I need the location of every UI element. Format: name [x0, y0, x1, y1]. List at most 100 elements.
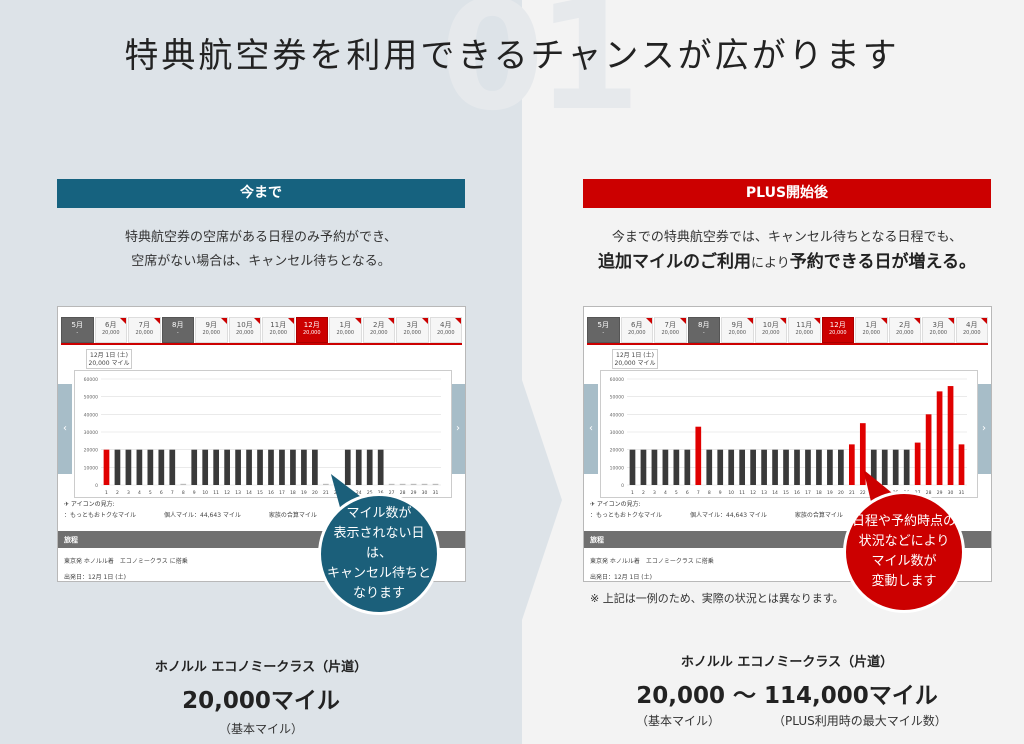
day-bar[interactable] — [761, 449, 767, 485]
month-tab[interactable]: 7月 20,000 — [128, 317, 161, 343]
day-bar[interactable] — [629, 449, 636, 485]
day-bar[interactable] — [377, 449, 384, 485]
day-bar[interactable] — [125, 449, 132, 485]
x-tick-label: 22 — [860, 490, 866, 496]
day-bar[interactable] — [827, 449, 833, 485]
day-bar[interactable] — [772, 449, 778, 485]
x-tick-label: 12 — [224, 490, 230, 496]
month-tab[interactable]: 4月 20,000 — [429, 317, 462, 343]
month-tab[interactable]: 8月 - — [687, 317, 720, 343]
day-bar[interactable] — [651, 449, 658, 485]
day-bar[interactable] — [366, 449, 373, 485]
day-bar[interactable] — [103, 449, 110, 485]
day-bar[interactable] — [848, 444, 855, 485]
day-bar[interactable] — [114, 449, 121, 485]
day-bar[interactable] — [947, 386, 954, 485]
month-tab[interactable]: 9月 20,000 — [721, 317, 754, 343]
month-tab[interactable]: 7月 20,000 — [654, 317, 687, 343]
day-bar[interactable] — [892, 449, 899, 485]
month-tab[interactable]: 1月 20,000 — [329, 317, 362, 343]
day-bar[interactable] — [859, 423, 866, 485]
day-bar[interactable] — [136, 449, 143, 485]
month-tab[interactable]: 2月 20,000 — [362, 317, 395, 343]
month-tab-miles: 20,000 — [728, 330, 747, 336]
month-tab[interactable]: 11月 20,000 — [788, 317, 821, 343]
month-tab[interactable]: 9月 20,000 — [195, 317, 228, 343]
day-bar[interactable] — [838, 449, 844, 485]
month-tab[interactable]: 12月 20,000 — [821, 317, 854, 343]
day-bar[interactable] — [958, 444, 965, 485]
month-tab[interactable]: 6月 20,000 — [94, 317, 127, 343]
y-tick-label: 10000 — [610, 465, 624, 471]
day-bar[interactable] — [257, 449, 263, 485]
month-tab[interactable]: 3月 20,000 — [922, 317, 955, 343]
day-bar[interactable] — [235, 449, 241, 485]
prev-arrow-button[interactable]: ‹ — [584, 384, 598, 474]
day-bar[interactable] — [169, 449, 176, 485]
after-miles-note-base: （基本マイル） — [636, 714, 721, 728]
day-bar[interactable] — [202, 449, 209, 485]
day-bar[interactable] — [191, 449, 198, 485]
day-bar[interactable] — [224, 449, 230, 485]
month-tab-label: 9月 — [205, 321, 217, 329]
day-bar[interactable] — [312, 449, 318, 485]
next-arrow-button[interactable]: › — [977, 384, 991, 474]
day-bar[interactable] — [706, 449, 713, 485]
day-bar[interactable] — [662, 449, 669, 485]
month-tab[interactable]: 2月 20,000 — [888, 317, 921, 343]
day-bar[interactable] — [936, 391, 943, 485]
day-bar[interactable] — [695, 426, 702, 485]
day-bar[interactable] — [903, 449, 910, 485]
day-bar[interactable] — [805, 449, 811, 485]
month-tab[interactable]: 5月 - — [587, 317, 620, 343]
day-bar[interactable] — [925, 414, 932, 485]
day-bar[interactable] — [246, 449, 252, 485]
itinerary-date: 出発日：12月 1日 (土) — [590, 574, 652, 581]
before-miles: 20,000マイル — [182, 688, 340, 714]
x-tick-label: 6 — [160, 490, 163, 496]
day-bar[interactable] — [739, 449, 746, 485]
day-bar[interactable] — [684, 449, 691, 485]
day-bar[interactable] — [268, 449, 274, 485]
day-bar[interactable] — [213, 449, 220, 485]
day-bar[interactable] — [640, 449, 647, 485]
bubble-line: 状況などにより — [858, 534, 950, 549]
day-bar[interactable] — [717, 449, 724, 485]
day-bar[interactable] — [344, 449, 351, 485]
month-tab[interactable]: 6月 20,000 — [620, 317, 653, 343]
day-bar[interactable] — [750, 449, 756, 485]
month-tab[interactable]: 11月 20,000 — [262, 317, 295, 343]
day-bar[interactable] — [914, 442, 921, 485]
month-tab[interactable]: 5月 - — [61, 317, 94, 343]
deal-corner-icon — [679, 318, 686, 324]
month-tab[interactable]: 10月 20,000 — [754, 317, 787, 343]
day-bar[interactable] — [147, 449, 154, 485]
day-bar[interactable] — [881, 449, 888, 485]
month-tab[interactable]: 4月 20,000 — [955, 317, 988, 343]
day-bar[interactable] — [783, 449, 789, 485]
before-desc-line1: 特典航空券の空席がある日程のみ予約ができ、 — [124, 230, 398, 245]
prev-arrow-button[interactable]: ‹ — [58, 384, 72, 474]
after-miles: 20,000 ～ 114,000マイル — [636, 683, 938, 709]
x-tick-label: 22 — [334, 490, 340, 496]
month-tab[interactable]: 8月 - — [161, 317, 194, 343]
day-bar[interactable] — [301, 449, 307, 485]
month-tab[interactable]: 10月 20,000 — [228, 317, 261, 343]
month-tab[interactable]: 12月 20,000 — [295, 317, 328, 343]
month-tab-miles: 20,000 — [303, 330, 321, 336]
month-tab-miles: 20,000 — [202, 330, 221, 336]
day-bar[interactable] — [728, 449, 735, 485]
day-bar[interactable] — [794, 449, 800, 485]
next-arrow-button[interactable]: › — [451, 384, 465, 474]
day-bar[interactable] — [816, 449, 822, 485]
deal-corner-icon — [153, 318, 160, 324]
month-tab[interactable]: 1月 20,000 — [855, 317, 888, 343]
day-bar[interactable] — [279, 449, 285, 485]
day-bar[interactable] — [290, 449, 296, 485]
day-bar[interactable] — [355, 449, 362, 485]
day-bar[interactable] — [870, 449, 877, 485]
day-bar[interactable] — [673, 449, 680, 485]
day-bar[interactable] — [158, 449, 165, 485]
bubble-line: マイル数が — [346, 506, 412, 521]
month-tab[interactable]: 3月 20,000 — [396, 317, 429, 343]
